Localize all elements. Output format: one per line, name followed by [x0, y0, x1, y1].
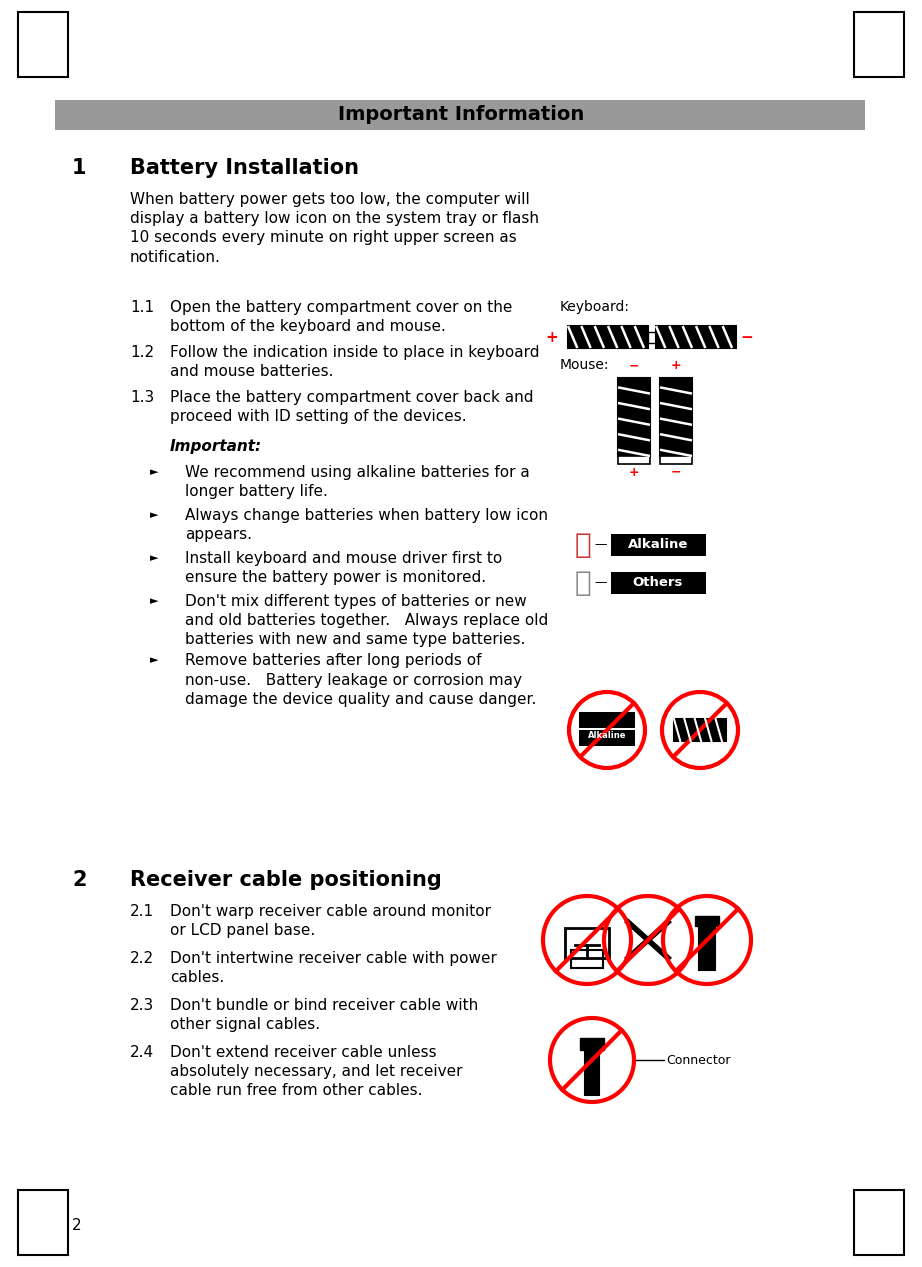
Text: —: — — [595, 538, 607, 551]
Text: Important Information: Important Information — [337, 105, 585, 124]
Bar — [660, 378, 692, 456]
Text: Receiver cable positioning: Receiver cable positioning — [130, 870, 442, 889]
Text: ►: ► — [150, 511, 159, 519]
Text: Don't mix different types of batteries or new
and old batteries together.   Alwa: Don't mix different types of batteries o… — [185, 594, 549, 647]
Text: Always change batteries when battery low icon
appears.: Always change batteries when battery low… — [185, 508, 548, 542]
Text: —: — — [595, 576, 607, 589]
Text: −: − — [629, 359, 639, 372]
Text: Alkaline: Alkaline — [587, 731, 626, 740]
Text: ►: ► — [150, 595, 159, 606]
Text: ►: ► — [150, 655, 159, 665]
Bar — [854, 1190, 904, 1256]
Text: +: + — [670, 359, 681, 372]
Bar — [695, 916, 719, 926]
Bar — [568, 326, 648, 348]
Text: 2: 2 — [72, 1218, 82, 1233]
Text: Open the battery compartment cover on the
bottom of the keyboard and mouse.: Open the battery compartment cover on th… — [170, 300, 513, 334]
Bar — [18, 11, 68, 77]
Bar — [660, 456, 692, 464]
Text: 👍: 👍 — [574, 531, 591, 559]
Text: 1: 1 — [72, 158, 87, 177]
Text: 2.1: 2.1 — [130, 903, 154, 919]
Text: 2.3: 2.3 — [130, 998, 154, 1014]
Text: Mouse:: Mouse: — [560, 359, 609, 372]
Text: 2.2: 2.2 — [130, 952, 154, 965]
Bar — [565, 927, 609, 958]
Text: 2.4: 2.4 — [130, 1045, 154, 1060]
Bar — [611, 571, 706, 594]
Bar — [579, 730, 635, 746]
Bar — [618, 456, 650, 464]
Text: Battery Installation: Battery Installation — [130, 158, 359, 177]
Text: Remove batteries after long periods of
non-use.   Battery leakage or corrosion m: Remove batteries after long periods of n… — [185, 654, 537, 707]
Text: −: − — [740, 329, 752, 345]
Text: Others: Others — [632, 576, 683, 589]
Text: Keyboard:: Keyboard: — [560, 300, 630, 314]
Text: ►: ► — [150, 552, 159, 563]
Text: Don't bundle or bind receiver cable with
other signal cables.: Don't bundle or bind receiver cable with… — [170, 998, 479, 1033]
Bar — [585, 1040, 599, 1095]
Text: +: + — [545, 329, 558, 345]
Bar — [648, 332, 656, 342]
Text: Place the battery compartment cover back and
proceed with ID setting of the devi: Place the battery compartment cover back… — [170, 390, 534, 424]
Bar — [571, 950, 603, 968]
Bar — [618, 378, 650, 456]
Bar — [854, 11, 904, 77]
Text: 1.3: 1.3 — [130, 390, 154, 405]
Bar — [699, 920, 715, 971]
Bar — [55, 100, 865, 131]
Text: When battery power gets too low, the computer will
display a battery low icon on: When battery power gets too low, the com… — [130, 193, 539, 265]
Bar — [674, 718, 726, 741]
Bar — [656, 326, 736, 348]
Text: Alkaline: Alkaline — [628, 538, 688, 551]
Bar — [611, 533, 706, 556]
Text: Install keyboard and mouse driver first to
ensure the battery power is monitored: Install keyboard and mouse driver first … — [185, 551, 502, 585]
Text: Don't intertwine receiver cable with power
cables.: Don't intertwine receiver cable with pow… — [170, 952, 497, 986]
Text: Don't extend receiver cable unless
absolutely necessary, and let receiver
cable : Don't extend receiver cable unless absol… — [170, 1045, 463, 1098]
Text: −: − — [670, 466, 681, 479]
Text: 2: 2 — [72, 870, 87, 889]
Text: 1.2: 1.2 — [130, 345, 154, 360]
Text: Follow the indication inside to place in keyboard
and mouse batteries.: Follow the indication inside to place in… — [170, 345, 539, 379]
Text: 👎: 👎 — [574, 569, 591, 597]
Text: Important:: Important: — [170, 438, 262, 454]
Text: Don't warp receiver cable around monitor
or LCD panel base.: Don't warp receiver cable around monitor… — [170, 903, 491, 938]
Bar — [579, 712, 635, 729]
Text: 1.1: 1.1 — [130, 300, 154, 315]
Text: +: + — [629, 466, 639, 479]
Text: We recommend using alkaline batteries for a
longer battery life.: We recommend using alkaline batteries fo… — [185, 465, 530, 499]
Text: ►: ► — [150, 468, 159, 476]
Bar — [580, 1038, 604, 1050]
Text: Connector: Connector — [666, 1053, 730, 1067]
Bar — [18, 1190, 68, 1256]
Text: Othe...: Othe... — [591, 750, 623, 759]
